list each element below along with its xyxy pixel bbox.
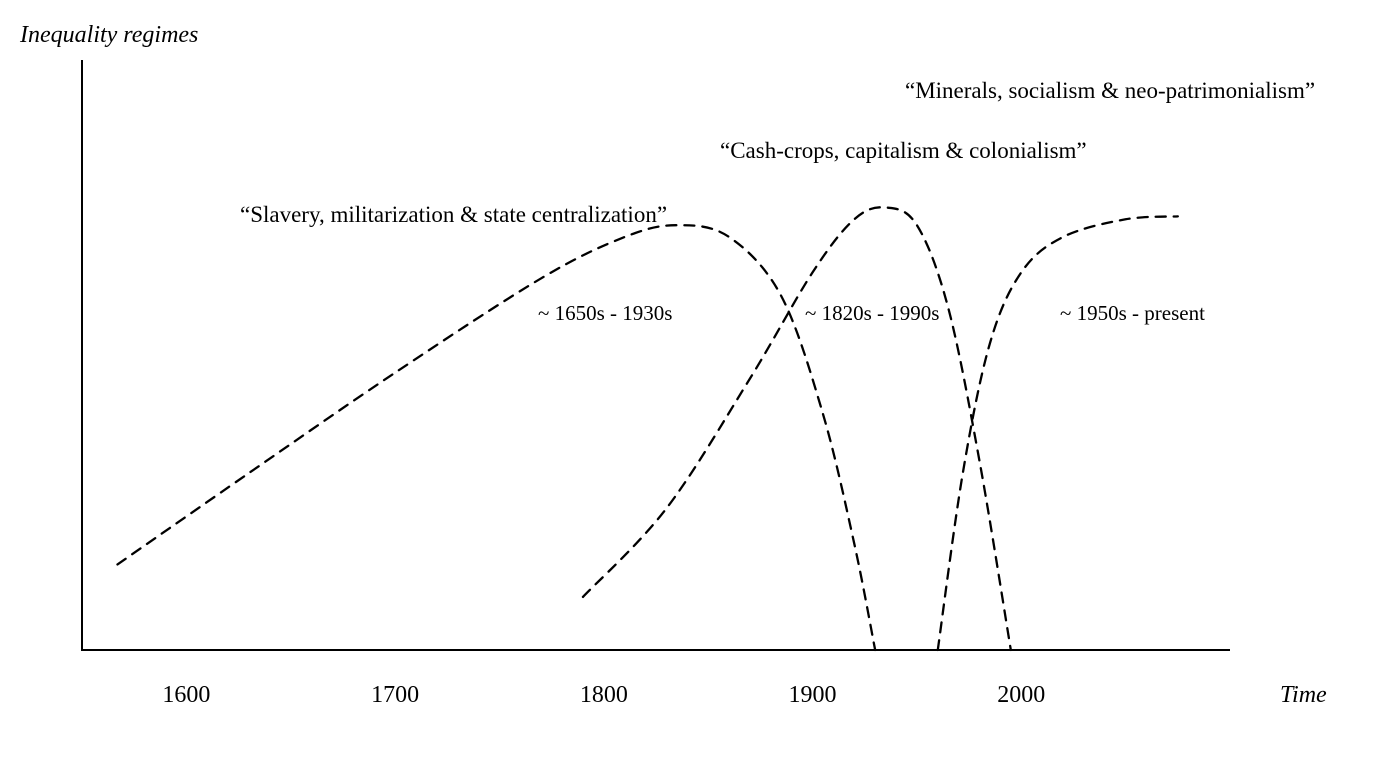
period-label-minerals: ~ 1950s - present [1060,301,1205,325]
regime-label-cashcrops: “Cash-crops, capitalism & colonialism” [720,138,1087,163]
chart-svg: Inequality regimes Time 1600 1700 1800 1900 20… [0,0,1386,780]
y-axis-title: Inequality regimes [19,22,198,48]
x-tick-label: 1900 [789,682,837,708]
curve-cashcrops [583,207,1011,650]
regime-label-slavery: “Slavery, militarization & state central… [240,202,667,227]
chart-container: Inequality regimes Time 1600 1700 1800 1900 20… [0,0,1386,780]
x-tick-label: 1700 [371,682,419,708]
x-tick-label: 1600 [162,682,210,708]
curve-slavery [117,225,875,650]
period-label-slavery: ~ 1650s - 1930s [538,301,672,325]
period-label-cashcrops: ~ 1820s - 1990s [805,301,939,325]
regime-label-minerals: “Minerals, socialism & neo-patrimonialis… [905,78,1315,103]
x-axis-title: Time [1280,682,1327,708]
x-tick-label: 2000 [997,682,1045,708]
x-tick-label: 1800 [580,682,628,708]
